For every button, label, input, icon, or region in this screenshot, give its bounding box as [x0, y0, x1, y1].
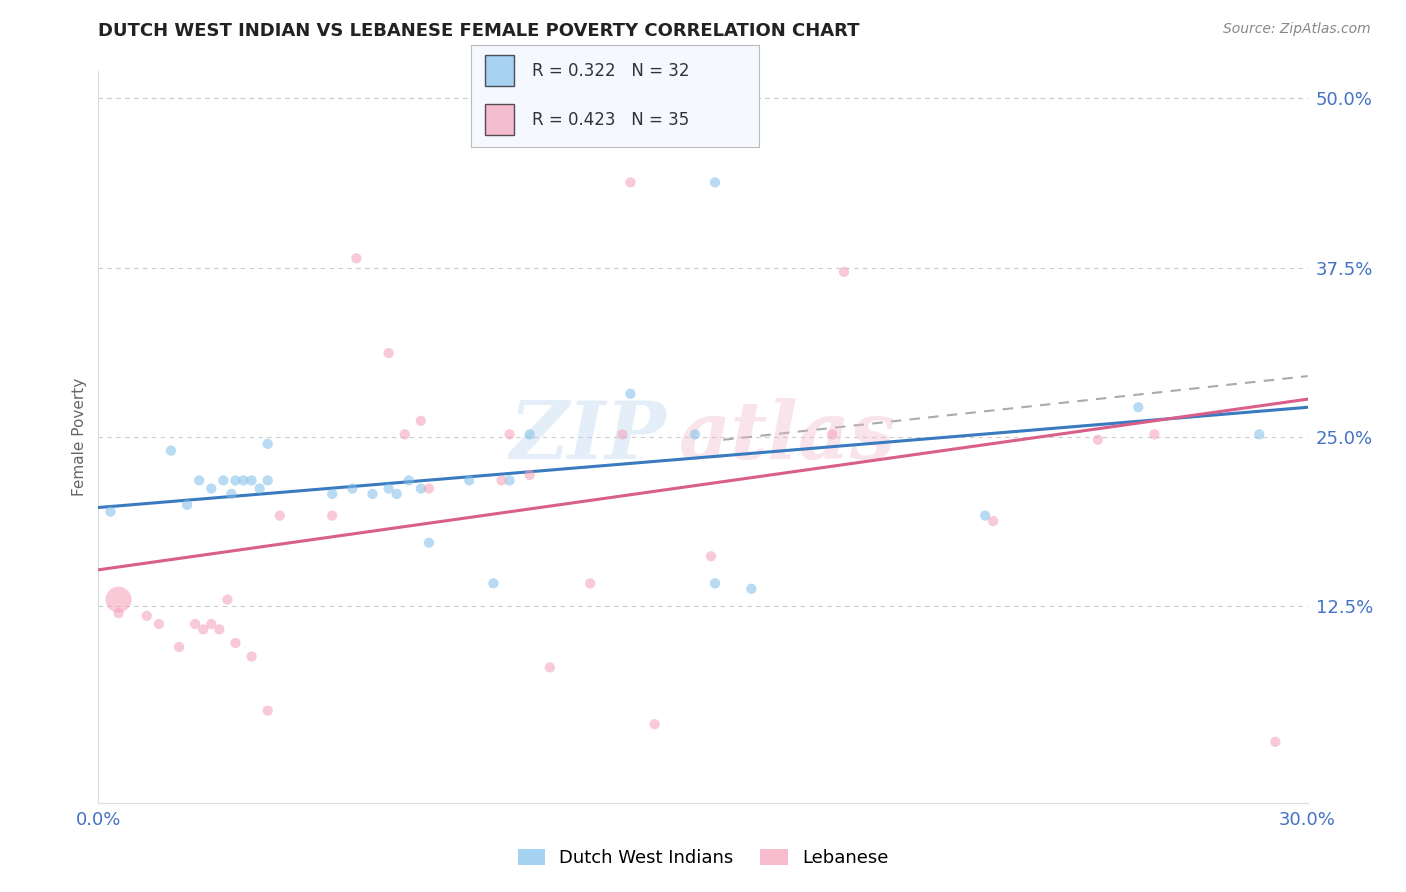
Point [208, 623, 231, 637]
Point [148, 617, 170, 632]
Point [240, 649, 263, 664]
Point [704, 176, 727, 190]
Point [579, 576, 602, 591]
Point [974, 508, 997, 523]
Point [1128, 401, 1150, 415]
Point [135, 608, 157, 623]
Point [498, 474, 520, 488]
FancyBboxPatch shape [485, 55, 515, 86]
Point [188, 474, 211, 488]
Point [981, 514, 1004, 528]
Point [344, 252, 367, 266]
Point [107, 606, 129, 620]
Point [394, 427, 416, 442]
Point [269, 508, 291, 523]
Legend: Dutch West Indians, Lebanese: Dutch West Indians, Lebanese [510, 841, 896, 874]
Point [1143, 427, 1166, 442]
Point [321, 508, 343, 523]
Point [644, 717, 666, 731]
Point [221, 487, 243, 501]
FancyBboxPatch shape [485, 104, 515, 135]
Point [409, 482, 432, 496]
Point [458, 474, 481, 488]
Point [200, 617, 222, 632]
Point [519, 468, 541, 483]
Point [519, 427, 541, 442]
Point [704, 576, 727, 591]
Point [498, 427, 520, 442]
Point [224, 474, 246, 488]
Point [619, 176, 641, 190]
Point [100, 505, 122, 519]
Point [619, 386, 641, 401]
Point [1087, 433, 1109, 447]
Text: atlas: atlas [679, 399, 896, 475]
Point [224, 636, 246, 650]
Point [418, 535, 440, 549]
Point [361, 487, 384, 501]
Point [1249, 427, 1271, 442]
Text: R = 0.423   N = 35: R = 0.423 N = 35 [531, 111, 689, 129]
Point [256, 474, 278, 488]
Point [740, 582, 762, 596]
Point [200, 482, 222, 496]
Point [377, 346, 399, 360]
Point [482, 576, 505, 591]
Point [377, 482, 399, 496]
Point [160, 443, 183, 458]
Point [832, 265, 855, 279]
Point [683, 427, 706, 442]
Point [321, 487, 343, 501]
Point [107, 592, 129, 607]
Point [612, 427, 634, 442]
Text: DUTCH WEST INDIAN VS LEBANESE FEMALE POVERTY CORRELATION CHART: DUTCH WEST INDIAN VS LEBANESE FEMALE POV… [98, 22, 860, 40]
Point [821, 427, 844, 442]
Point [256, 437, 278, 451]
Point [256, 704, 278, 718]
Point [538, 660, 561, 674]
Point [409, 414, 432, 428]
Point [491, 474, 513, 488]
Point [193, 623, 215, 637]
Point [176, 498, 198, 512]
Point [1264, 735, 1286, 749]
Point [249, 482, 271, 496]
Point [398, 474, 420, 488]
Point [212, 474, 235, 488]
Point [418, 482, 440, 496]
Point [700, 549, 723, 564]
Point [217, 592, 239, 607]
Point [385, 487, 408, 501]
Y-axis label: Female Poverty: Female Poverty [72, 378, 87, 496]
Text: Source: ZipAtlas.com: Source: ZipAtlas.com [1223, 22, 1371, 37]
Point [167, 640, 190, 654]
Text: R = 0.322   N = 32: R = 0.322 N = 32 [531, 62, 689, 79]
Point [184, 617, 207, 632]
Point [232, 474, 254, 488]
Text: ZIP: ZIP [510, 399, 666, 475]
Point [240, 474, 263, 488]
Point [342, 482, 364, 496]
